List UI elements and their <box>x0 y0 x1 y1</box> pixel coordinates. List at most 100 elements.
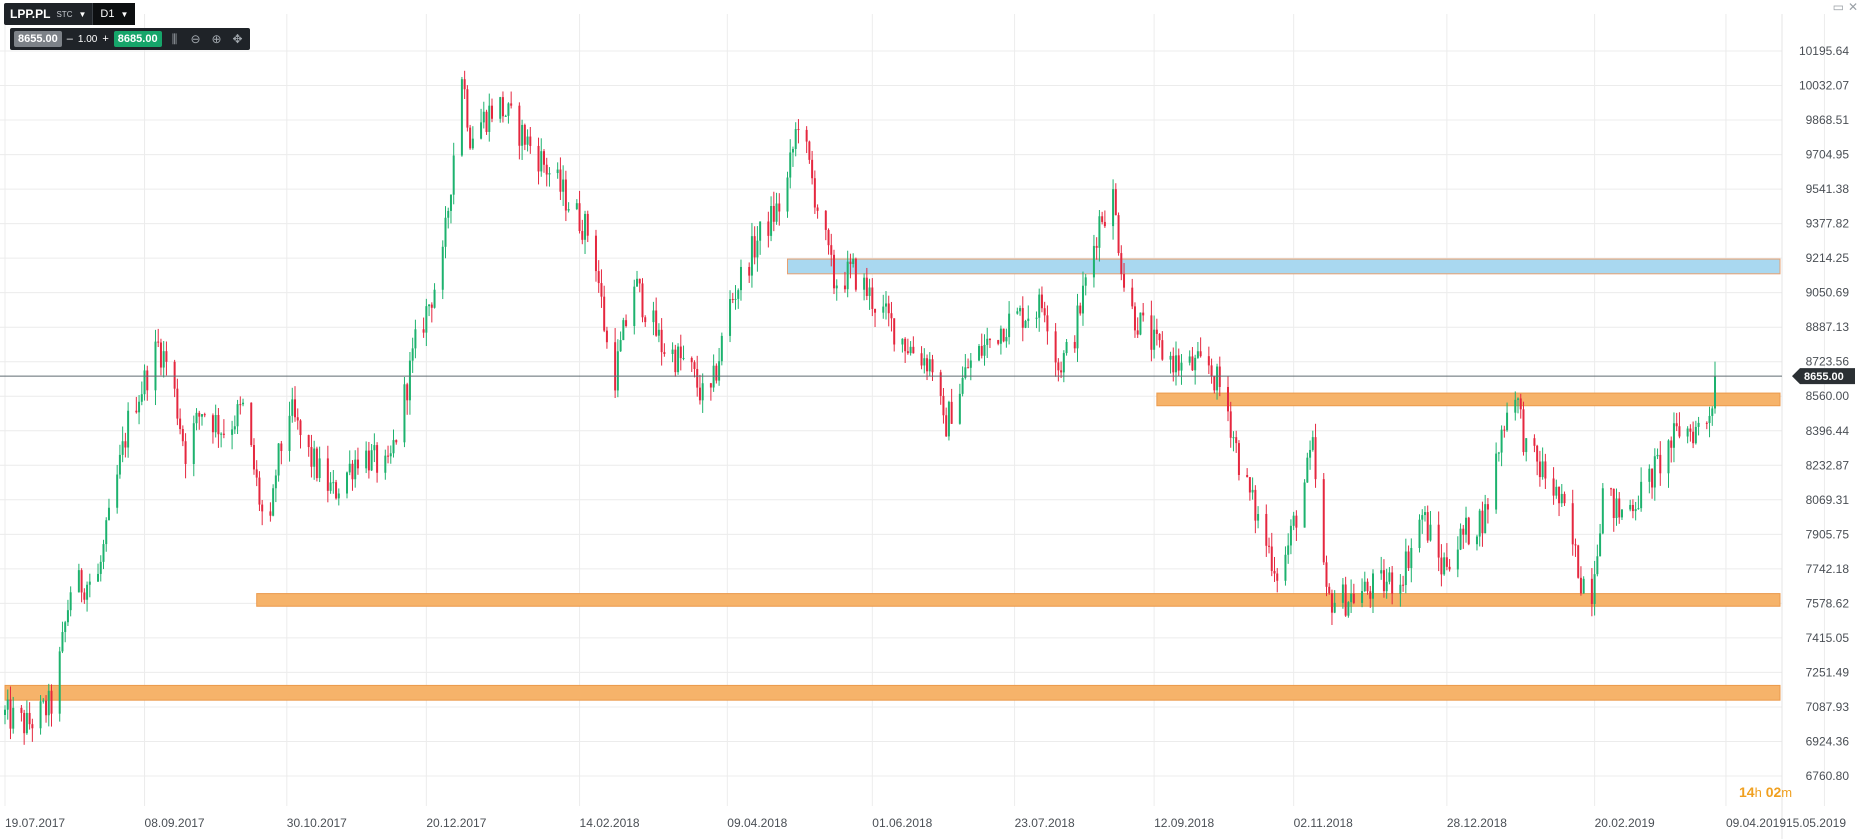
candle-body <box>313 448 316 467</box>
candle-countdown: 14h 02m <box>1739 784 1792 800</box>
candle-body <box>772 205 775 222</box>
sell-price-button[interactable]: 8655.00 <box>14 31 62 47</box>
candle-body <box>625 320 628 326</box>
candle-body <box>709 383 712 388</box>
candle-body <box>1402 584 1405 586</box>
candle-body <box>759 221 762 241</box>
x-tick-label: 15.05.2019 <box>1786 816 1846 830</box>
candle-body <box>447 210 450 218</box>
y-tick-label: 7742.18 <box>1806 562 1850 576</box>
candle-body <box>1188 356 1191 363</box>
chart-grid <box>0 14 1825 839</box>
buy-price-button[interactable]: 8685.00 <box>113 31 162 47</box>
y-tick-label: 7251.49 <box>1806 665 1850 679</box>
candle-body <box>1593 574 1596 604</box>
candle-body <box>118 454 121 475</box>
candle-body <box>1098 216 1101 248</box>
candle-body <box>1131 287 1134 307</box>
candle-body <box>988 338 991 341</box>
move-icon[interactable]: ✥ <box>232 32 243 46</box>
timeframe-selector[interactable]: D1 ▼ <box>92 3 136 25</box>
candle-body <box>1057 362 1060 371</box>
candle-body <box>1475 536 1478 545</box>
candle-body <box>1350 593 1353 603</box>
candle-body <box>200 414 203 417</box>
x-axis: 19.07.2017 08.09.2017 30.10.2017 20.12.2017… <box>5 816 1846 830</box>
candle-body <box>1139 312 1142 335</box>
candle-body <box>428 304 431 307</box>
candle-body <box>737 290 740 299</box>
candle-body <box>827 229 830 246</box>
candle-body <box>411 348 414 361</box>
candle-body <box>250 402 253 446</box>
candle-body <box>852 258 855 265</box>
candle-body <box>414 329 417 349</box>
candle-body <box>159 342 162 368</box>
candle-body <box>887 303 890 314</box>
candle-body <box>567 209 570 211</box>
candle-body <box>603 296 606 331</box>
candle-body <box>299 420 302 436</box>
candle-body <box>1027 318 1030 321</box>
market-label: STC <box>56 9 73 19</box>
candles-icon[interactable]: ⫼ <box>171 31 178 46</box>
candle-body <box>581 231 584 240</box>
candle-body <box>1465 517 1468 535</box>
maximize-icon[interactable]: ▭ <box>1832 0 1844 14</box>
candle-body <box>526 136 529 145</box>
candle-body <box>449 194 452 211</box>
candle-body <box>638 278 641 284</box>
candle-body <box>203 414 206 416</box>
candle-body <box>124 441 127 448</box>
y-tick-label: 8069.31 <box>1806 493 1850 507</box>
candle-body <box>1254 489 1257 521</box>
candle-body <box>997 340 1000 344</box>
candle-body <box>1161 340 1164 360</box>
candle-body <box>594 235 597 272</box>
candle-body <box>786 177 789 212</box>
candle-body <box>1385 581 1388 592</box>
candle-body <box>406 384 409 401</box>
candle-body <box>1095 245 1098 248</box>
candle-body <box>466 89 469 128</box>
candle-body <box>274 475 277 489</box>
y-tick-label: 7415.05 <box>1806 631 1850 645</box>
candle-body <box>518 105 521 146</box>
candle-body <box>1287 545 1290 555</box>
candle-body <box>255 469 258 478</box>
x-tick-label: 23.07.2018 <box>1015 816 1075 830</box>
decrease-quantity-button[interactable]: – <box>66 33 73 45</box>
candle-body <box>939 372 942 396</box>
increase-quantity-button[interactable]: + <box>102 33 109 45</box>
candle-body <box>622 320 625 341</box>
candle-body <box>315 448 318 479</box>
candle-body <box>1560 493 1563 504</box>
candle-body <box>931 359 934 373</box>
candle-body <box>310 447 313 467</box>
symbol-label: LPP.PL <box>10 7 51 21</box>
candle-body <box>485 111 488 132</box>
candle-body <box>392 440 395 454</box>
candle-body <box>1226 386 1229 412</box>
zoom-in-icon[interactable]: ⊕ <box>211 32 222 46</box>
candle-body <box>1429 524 1432 541</box>
candle-body <box>239 404 242 406</box>
candle-body <box>45 700 48 716</box>
candle-body <box>367 450 370 471</box>
candle-body <box>1648 468 1651 482</box>
candle-body <box>1651 468 1654 488</box>
symbol-selector[interactable]: LPP.PL STC ▼ <box>4 3 92 25</box>
candle-body <box>6 699 9 710</box>
candle-body <box>269 511 272 516</box>
candle-body <box>179 418 182 430</box>
close-icon[interactable]: ✕ <box>1847 0 1858 14</box>
candle-body <box>1172 355 1175 373</box>
candle-body <box>50 690 53 714</box>
zoom-out-icon[interactable]: ⊖ <box>190 32 201 46</box>
quantity-field[interactable]: 1.00 <box>77 33 98 45</box>
candle-body <box>195 412 198 424</box>
candle-body <box>1486 504 1489 510</box>
candle-body <box>1558 486 1561 504</box>
candle-body <box>1391 572 1394 594</box>
